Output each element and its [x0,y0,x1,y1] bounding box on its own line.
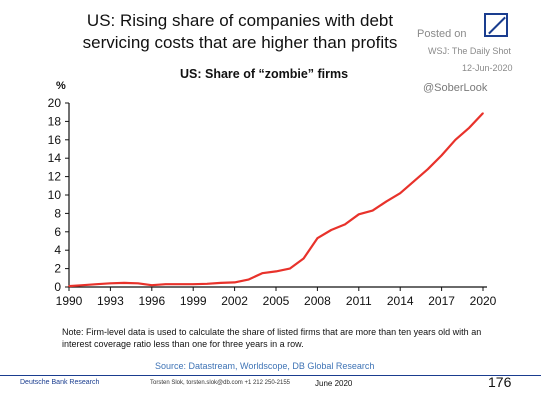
data-point [344,223,346,226]
data-point [95,283,98,286]
data-point [192,283,194,286]
data-point [123,282,125,284]
data-point [289,267,291,270]
source-line: Source: Datastream, Worldscope, DB Globa… [155,361,375,371]
x-tick-label: 2008 [304,294,331,308]
x-tick-label: 2011 [346,294,372,308]
posted-on-label: Posted on [417,28,467,40]
data-point [137,282,139,285]
series-line-0 [68,112,484,288]
data-point [109,282,112,285]
data-point [220,282,222,284]
y-tick-label: 0 [54,280,61,294]
x-tick-label: 1996 [138,294,165,308]
chart-note: Note: Firm-level data is used to calcula… [62,327,482,349]
x-tick-label: 1999 [180,294,207,308]
data-point [358,213,360,216]
y-axis-unit: % [56,80,66,92]
x-tick-label: 2014 [387,294,414,308]
footer-month: June 2020 [315,379,353,388]
headline-line-1: US: Rising share of companies with debt [86,11,394,30]
headline-line-2: servicing costs that are higher than pro… [82,33,398,52]
posted-date: 12-Jun-2020 [462,63,513,73]
y-tick-label: 14 [48,151,62,165]
data-point [68,285,70,287]
chart-title: US: Share of “zombie” firms [180,67,349,81]
y-tick-label: 8 [54,206,61,220]
x-tick-label: 2002 [221,294,248,308]
data-point [330,229,333,231]
data-point [399,192,402,194]
data-point [454,139,457,141]
data-point [427,168,429,171]
wsj-source-label: WSJ: The Daily Shot [428,46,511,56]
data-point [164,283,167,286]
y-tick-label: 12 [48,170,62,184]
x-tick-label: 1993 [97,294,124,308]
zombie-firms-line-chart: 0 2 4 6 8 10 12 14 16 18 20 1990 1993 1996 1999 2002 200… [48,96,497,308]
data-point [151,284,153,286]
data-point [82,284,84,286]
y-tick-label: 6 [54,225,61,239]
data-point [385,200,388,203]
data-point [178,283,181,286]
data-point [261,272,264,275]
footer-contact: Torsten Slok, torsten.slok@db.com +1 212… [150,380,291,386]
data-point [206,282,208,285]
x-tick-label: 2005 [263,294,290,308]
data-point [247,278,250,281]
deutsche-bank-logo-icon [484,13,508,37]
data-point [440,154,443,157]
footer-divider [0,375,541,376]
x-tick-label: 1990 [56,294,83,308]
data-point [371,209,374,212]
x-tick-label: 2020 [470,294,497,308]
page-number: 176 [488,374,512,390]
y-tick-label: 16 [48,133,62,147]
twitter-handle: @SoberLook [423,82,488,94]
data-point [302,257,305,260]
data-point [316,237,319,240]
y-tick-label: 10 [48,188,62,202]
data-point [468,127,471,129]
y-tick-label: 20 [48,96,62,110]
data-point [413,180,415,182]
x-tick-label: 2017 [428,294,455,308]
footer-org: Deutsche Bank Research [20,379,100,386]
data-point [233,281,236,284]
y-tick-label: 4 [54,243,61,257]
y-tick-label: 2 [54,262,61,276]
data-point [482,112,484,114]
y-tick-label: 18 [48,114,62,128]
headline: US: Rising share of companies with debt … [70,10,410,54]
data-point [275,270,277,273]
